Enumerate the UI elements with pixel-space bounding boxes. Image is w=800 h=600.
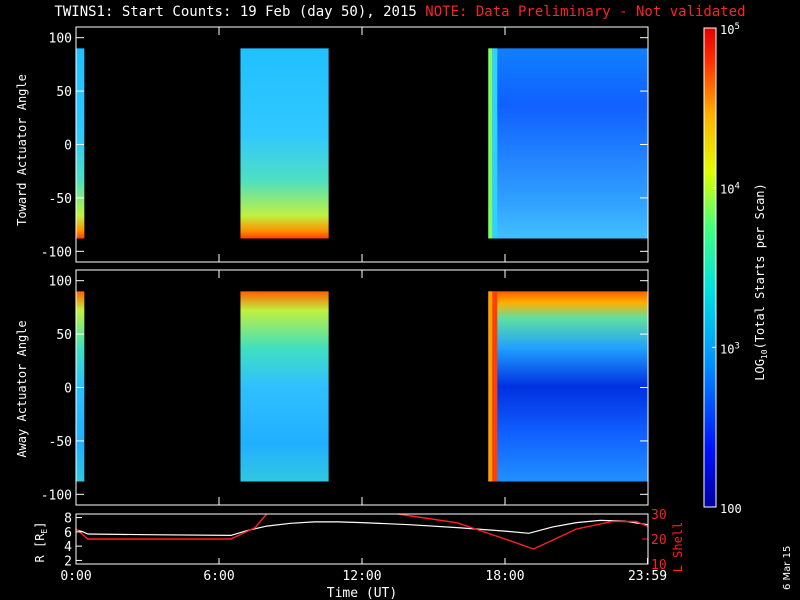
x-tick-label: 0:00 (60, 569, 91, 584)
data-block-1 (240, 48, 329, 239)
colorbar-tick-exp: 3 (734, 341, 739, 351)
colorbar-label: LOG10(Total Starts per Scan) (753, 183, 769, 381)
y-tick-label: 50 (56, 85, 72, 100)
colorbar-tick-base: 10 (720, 23, 734, 37)
plot-frame (75, 513, 649, 565)
colorbar-label-sub: 10 (760, 349, 769, 359)
colorbar-label-rest: (Total Starts per Scan) (753, 183, 767, 349)
colorbar-label-log: LOG (753, 359, 767, 381)
r-tick-label: 6 (64, 526, 72, 541)
colorbar-tick-label: 103 (720, 341, 740, 356)
r-tick-label: 8 (64, 512, 72, 527)
r-tick-label: 4 (64, 540, 72, 555)
data-block-1 (240, 291, 329, 482)
l-tick-label: 30 (651, 508, 667, 523)
colorbar-fill (703, 27, 717, 508)
edge-band (488, 291, 493, 482)
x-tick-label: 18:00 (485, 569, 524, 584)
l-tick-label: 20 (651, 533, 667, 548)
x-axis-label: Time (UT) (327, 586, 397, 600)
y-tick-label: -50 (49, 435, 72, 450)
data-block-2 (488, 48, 648, 239)
r-tick-label: 2 (64, 554, 72, 569)
title-main: TWINS1: Start Counts: 19 Feb (day 50), 2… (54, 4, 417, 20)
data-block-0 (76, 291, 85, 482)
edge-band-2 (492, 48, 498, 239)
edge-band (488, 48, 493, 239)
r-ylabel-sub: E (40, 529, 49, 534)
l-series-line-1 (397, 513, 649, 550)
colorbar-tick-label: 100 (720, 502, 742, 516)
edge-band-2 (492, 291, 498, 482)
toward-panel: -100 -50 0 50 100 (41, 26, 649, 263)
y-tick-label: -100 (41, 488, 72, 503)
y-tick-label: 0 (64, 382, 72, 397)
r-ylabel-text: R [R (33, 533, 47, 563)
y-tick-label: 100 (49, 275, 72, 290)
y-tick-label: -100 (41, 245, 72, 260)
x-tick-label: 6:00 (203, 569, 234, 584)
colorbar-tick-base: 100 (720, 502, 742, 516)
date-stamp: 6 Mar 15 (782, 545, 793, 590)
r-series-line (75, 519, 649, 537)
colorbar-tick-base: 10 (720, 342, 734, 356)
away-panel: -100 -50 0 50 100 (41, 269, 649, 506)
y-tick-label: 100 (49, 32, 72, 47)
data-block-2 (488, 291, 648, 482)
plot-frame (75, 269, 649, 506)
r-ylabel-close: ] (33, 522, 47, 529)
x-tick-label: 12:00 (342, 569, 381, 584)
y-tick-label: 0 (64, 139, 72, 154)
l-series-line-0 (75, 513, 268, 540)
colorbar-tick-exp: 4 (734, 182, 739, 192)
l-tick-label: 10 (651, 558, 667, 573)
y-tick-label: -50 (49, 192, 72, 207)
chart-title: TWINS1: Start Counts: 19 Feb (day 50), 2… (0, 4, 800, 20)
data-block-0 (76, 48, 85, 239)
x-tick-label: 23:59 (628, 569, 667, 584)
colorbar-tick-exp: 5 (734, 22, 739, 32)
away-ylabel: Away Actuator Angle (15, 320, 29, 457)
toward-ylabel: Toward Actuator Angle (15, 74, 29, 226)
colorbar-tick-label: 104 (720, 182, 740, 197)
colorbar-tick-base: 10 (720, 183, 734, 197)
r-ylabel: R [RE] (33, 522, 49, 563)
l-ylabel: L Shell (671, 522, 685, 573)
y-tick-label: 50 (56, 328, 72, 343)
colorbar-tick-label: 105 (720, 22, 740, 37)
title-note: NOTE: Data Preliminary - Not validated (425, 4, 746, 20)
plot-frame (75, 26, 649, 263)
